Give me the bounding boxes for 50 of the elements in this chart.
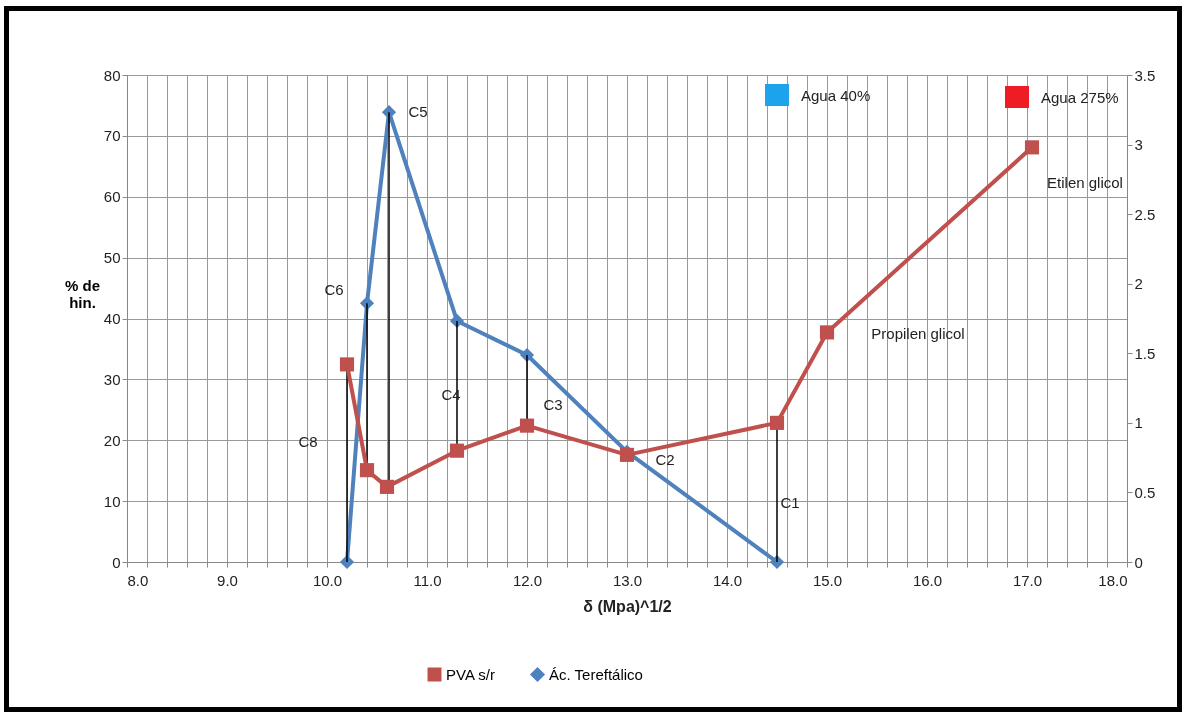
y2-tick-label: 0.5 (1134, 483, 1156, 501)
y-tick-label: 80 (103, 66, 121, 84)
x-tick-label: 10.0 (312, 571, 343, 589)
point (1024, 140, 1040, 155)
annotation: Agua 40% (801, 86, 871, 104)
y2-tick-label: 1.5 (1134, 344, 1156, 362)
x-axis-title: δ (Mpa)^1/2 (583, 597, 672, 615)
x-tick-label: 8.0 (127, 571, 149, 589)
point (769, 415, 785, 430)
annotation: C6 (324, 281, 344, 299)
x-tick-label: 9.0 (217, 571, 238, 589)
point (359, 463, 375, 478)
x-tick-label: 14.0 (712, 571, 743, 589)
annotation: Etilen glicol (1047, 174, 1123, 191)
y2-tick-label: 3.5 (1134, 66, 1156, 84)
point (519, 418, 535, 433)
point (379, 479, 395, 494)
y-tick-label: 50 (103, 249, 121, 267)
annotation: Propilen glicol (871, 325, 965, 342)
x-tick-label: 18.0 (1098, 571, 1128, 589)
y2-tick-label: 2.5 (1134, 205, 1156, 223)
annotation: Agua 275% (1041, 88, 1119, 106)
legend-label: Ác. Tereftálico (549, 665, 643, 683)
x-tick-label: 11.0 (413, 571, 442, 589)
x-tick-label: 15.0 (812, 571, 843, 589)
x-tick-label: 17.0 (1012, 571, 1043, 589)
y-tick-label: 30 (103, 370, 121, 388)
y2-tick-label: 1 (1134, 414, 1143, 432)
annotation: C5 (408, 103, 428, 121)
annotation: C3 (543, 395, 563, 413)
y2-tick-label: 2 (1134, 275, 1143, 293)
x-tick-label: 13.0 (612, 571, 643, 589)
y-tick-label: 60 (103, 188, 121, 206)
point (339, 357, 355, 372)
annotation: C8 (298, 433, 318, 451)
y-tick-label: 20 (103, 431, 121, 449)
x-tick-label: 16.0 (912, 571, 943, 589)
y2-tick-label: 3 (1134, 136, 1143, 154)
y-tick-label: 0 (112, 553, 121, 571)
legend-label: PVA s/r (446, 665, 495, 683)
annotation: C2 (655, 450, 675, 468)
annotation: C1 (780, 493, 800, 511)
y2-tick-label: 0 (1134, 553, 1143, 571)
y-tick-label: 40 (103, 310, 121, 327)
y-tick-label: 70 (103, 127, 121, 145)
point (449, 443, 465, 458)
point (819, 325, 835, 340)
y-tick-label: 10 (103, 492, 121, 510)
y-axis-title: % de hin. (64, 276, 101, 311)
x-tick-label: 12.0 (512, 571, 543, 589)
